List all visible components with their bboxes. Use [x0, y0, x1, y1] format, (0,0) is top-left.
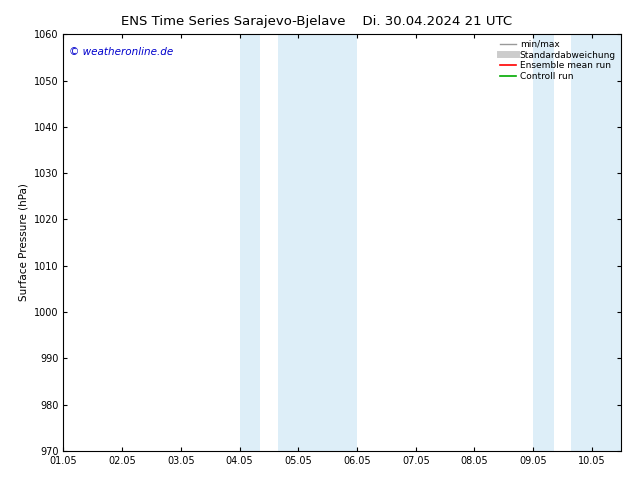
Legend: min/max, Standardabweichung, Ensemble mean run, Controll run: min/max, Standardabweichung, Ensemble me… — [496, 36, 619, 85]
Text: © weatheronline.de: © weatheronline.de — [69, 47, 173, 57]
Bar — [571, 34, 621, 451]
Text: ENS Time Series Sarajevo-Bjelave    Di. 30.04.2024 21 UTC: ENS Time Series Sarajevo-Bjelave Di. 30.… — [122, 15, 512, 28]
Y-axis label: Surface Pressure (hPa): Surface Pressure (hPa) — [18, 184, 29, 301]
Bar — [278, 34, 357, 451]
Bar — [533, 34, 553, 451]
Bar — [240, 34, 260, 451]
